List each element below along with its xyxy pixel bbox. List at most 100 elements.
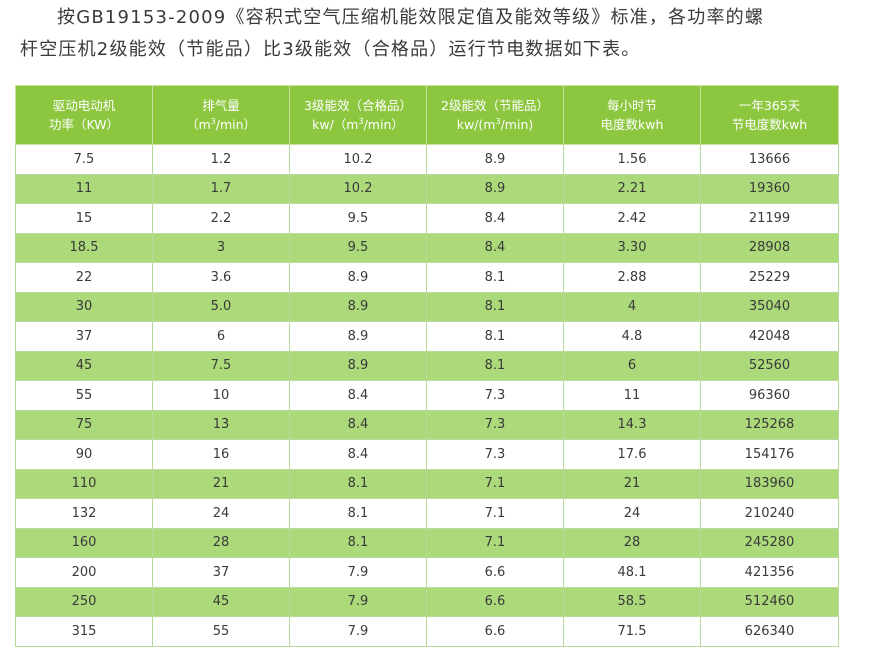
header-air-displacement: 排气量 （m3/min）	[152, 85, 290, 145]
table-row: 160 28 8.1 7.1 28 245280	[15, 527, 839, 558]
table-cell: 1.7	[152, 173, 290, 204]
header-line: 节电度数kwh	[731, 117, 808, 132]
table-cell: 200	[15, 557, 153, 588]
table-cell: 25229	[700, 262, 839, 293]
table-cell: 55	[152, 616, 290, 647]
intro-paragraph: 按GB19153-2009《容积式空气压缩机能效限定值及能效等级》标准，各功率的…	[20, 2, 870, 66]
table-cell: 6.6	[426, 616, 564, 647]
table-cell: 7.9	[289, 616, 427, 647]
table-cell: 7.9	[289, 557, 427, 588]
table-row: 45 7.5 8.9 8.1 6 52560	[15, 350, 839, 381]
table-cell: 21	[152, 468, 290, 499]
table-cell: 8.4	[426, 232, 564, 263]
table-cell: 21	[563, 468, 701, 499]
table-cell: 3	[152, 232, 290, 263]
table-row: 15 2.2 9.5 8.4 2.42 21199	[15, 203, 839, 234]
table-row: 22 3.6 8.9 8.1 2.88 25229	[15, 262, 839, 293]
energy-saving-table: 驱动电动机 功率（KW） 排气量 （m3/min） 3级能效（合格品） kw/（…	[15, 85, 839, 647]
header-motor-power: 驱动电动机 功率（KW）	[15, 85, 153, 145]
table-cell: 125268	[700, 409, 839, 440]
table-cell: 512460	[700, 586, 839, 617]
table-cell: 8.1	[426, 350, 564, 381]
table-cell: 21199	[700, 203, 839, 234]
table-row: 200 37 7.9 6.6 48.1 421356	[15, 557, 839, 588]
header-line: 每小时节	[606, 98, 657, 113]
header-line: 驱动电动机	[52, 98, 116, 113]
table-cell: 14.3	[563, 409, 701, 440]
table-cell: 71.5	[563, 616, 701, 647]
table-cell: 37	[152, 557, 290, 588]
table-cell: 8.4	[289, 409, 427, 440]
table-cell: 3.30	[563, 232, 701, 263]
header-line: 功率（KW）	[48, 117, 120, 132]
table-cell: 30	[15, 291, 153, 322]
table-cell: 6	[152, 321, 290, 352]
table-row: 11 1.7 10.2 8.9 2.21 19360	[15, 173, 839, 204]
table-cell: 6.6	[426, 557, 564, 588]
table-cell: 160	[15, 527, 153, 558]
table-row: 132 24 8.1 7.1 24 210240	[15, 498, 839, 529]
table-cell: 28	[563, 527, 701, 558]
table-cell: 4	[563, 291, 701, 322]
table-cell: 8.1	[289, 498, 427, 529]
header-hourly-saving: 每小时节 电度数kwh	[563, 85, 701, 145]
table-cell: 35040	[700, 291, 839, 322]
table-cell: 8.9	[426, 144, 564, 175]
table-cell: 2.21	[563, 173, 701, 204]
header-line: kw/(m3/min)	[456, 116, 534, 132]
table-cell: 90	[15, 439, 153, 470]
table-cell: 7.3	[426, 409, 564, 440]
table-cell: 4.8	[563, 321, 701, 352]
table-cell: 1.2	[152, 144, 290, 175]
table-cell: 13	[152, 409, 290, 440]
table-cell: 9.5	[289, 203, 427, 234]
table-cell: 6.6	[426, 586, 564, 617]
table-cell: 58.5	[563, 586, 701, 617]
table-cell: 9.5	[289, 232, 427, 263]
table-cell: 8.4	[289, 439, 427, 470]
table-cell: 210240	[700, 498, 839, 529]
table-cell: 183960	[700, 468, 839, 499]
table-cell: 13666	[700, 144, 839, 175]
table-cell: 45	[152, 586, 290, 617]
table-cell: 8.4	[426, 203, 564, 234]
table-cell: 8.1	[289, 527, 427, 558]
table-cell: 22	[15, 262, 153, 293]
table-cell: 2.42	[563, 203, 701, 234]
table-cell: 7.1	[426, 498, 564, 529]
table-body: 7.5 1.2 10.2 8.9 1.56 13666 11 1.7 10.2 8.9 2.21 19…	[15, 144, 839, 647]
table-cell: 28908	[700, 232, 839, 263]
table-cell: 2.88	[563, 262, 701, 293]
table-cell: 16	[152, 439, 290, 470]
table-cell: 10.2	[289, 144, 427, 175]
intro-line-2: 杆空压机2级能效（节能品）比3级能效（合格品）运行节电数据如下表。	[20, 39, 641, 60]
table-cell: 75	[15, 409, 153, 440]
header-line: 一年365天	[738, 98, 801, 113]
table-cell: 96360	[700, 380, 839, 411]
table-cell: 8.9	[289, 291, 427, 322]
table-cell: 17.6	[563, 439, 701, 470]
table-cell: 7.1	[426, 468, 564, 499]
header-yearly-saving: 一年365天 节电度数kwh	[700, 85, 839, 145]
table-cell: 6	[563, 350, 701, 381]
table-cell: 15	[15, 203, 153, 234]
table-cell: 10	[152, 380, 290, 411]
table-cell: 154176	[700, 439, 839, 470]
table-cell: 8.1	[289, 468, 427, 499]
table-cell: 48.1	[563, 557, 701, 588]
table-cell: 421356	[700, 557, 839, 588]
table-cell: 24	[563, 498, 701, 529]
table-cell: 24	[152, 498, 290, 529]
table-row: 37 6 8.9 8.1 4.8 42048	[15, 321, 839, 352]
intro-line-1: 按GB19153-2009《容积式空气压缩机能效限定值及能效等级》标准，各功率的…	[57, 7, 765, 28]
table-cell: 7.5	[152, 350, 290, 381]
table-cell: 7.9	[289, 586, 427, 617]
table-cell: 11	[563, 380, 701, 411]
table-cell: 315	[15, 616, 153, 647]
header-line: 3级能效（合格品）	[304, 98, 412, 113]
table-cell: 7.3	[426, 380, 564, 411]
table-cell: 18.5	[15, 232, 153, 263]
table-cell: 37	[15, 321, 153, 352]
table-cell: 42048	[700, 321, 839, 352]
table-cell: 8.4	[289, 380, 427, 411]
